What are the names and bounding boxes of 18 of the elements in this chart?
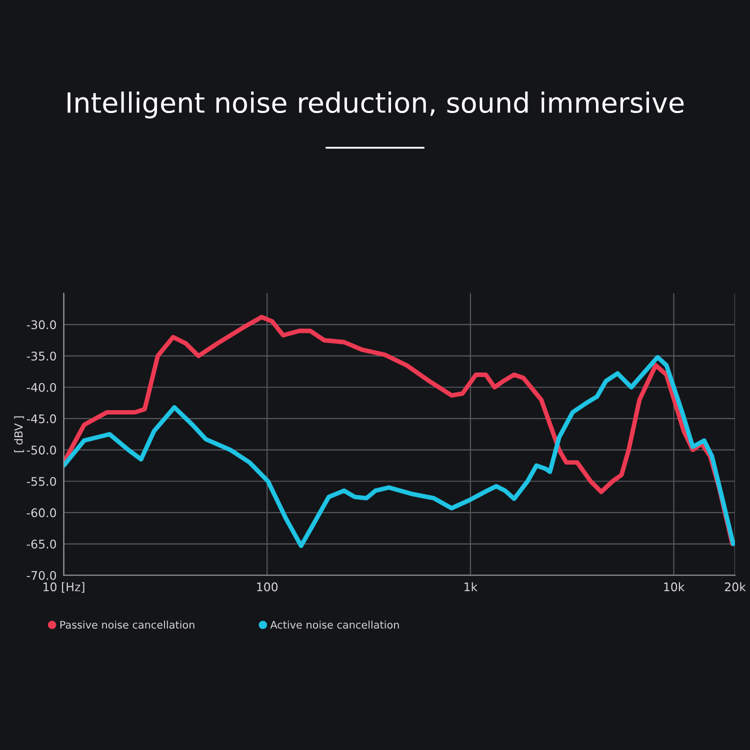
x-tick-label: 100: [257, 582, 278, 592]
y-tick-label: -55.0: [26, 476, 56, 486]
y-tick-label: -65.0: [26, 540, 56, 549]
x-tick-label: 10k: [664, 582, 685, 592]
x-tick-label: 20k: [724, 582, 746, 592]
y-tick-label: -40.0: [26, 382, 56, 392]
y-tick-label: -50.0: [26, 446, 56, 455]
y-tick-label: -30.0: [26, 320, 56, 330]
y-tick-label: -60.0: [26, 508, 56, 518]
y-tick-label: -35.0: [26, 352, 56, 361]
x-tick-label: 1k: [464, 582, 478, 592]
y-tick-label: -45.0: [26, 414, 56, 424]
legend-label: Passive noise cancellation: [60, 620, 194, 629]
y-tick-label: -70.0: [26, 570, 56, 580]
chart-title: Intelligent noise reduction, sound immersive: [68, 92, 684, 118]
y-axis-title: [ dBV ]: [14, 416, 24, 452]
x-tick-label: 10 [Hz]: [44, 582, 84, 593]
legend-label: Active noise cancellation: [270, 620, 399, 629]
